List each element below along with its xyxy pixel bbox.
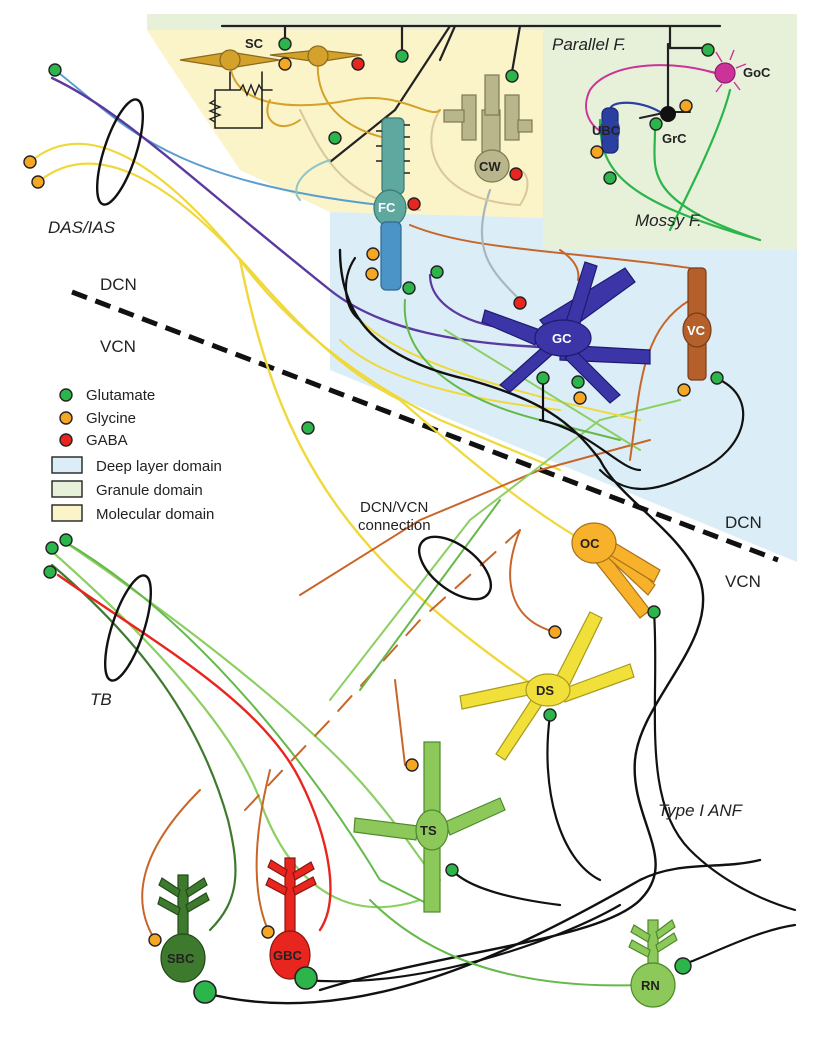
rn-label: RN (641, 978, 660, 993)
rn-cell: RN (628, 919, 678, 1008)
legend-glycine-label: Glycine (86, 410, 136, 427)
parallel-fiber-label: Parallel F. (552, 35, 626, 54)
ts-cell: TS (353, 741, 506, 913)
ubc-label: UBC (592, 123, 621, 138)
sbc-cell: SBC (157, 874, 210, 983)
gbc-cell: GBC (265, 857, 317, 980)
granule-domain-region (147, 14, 797, 250)
legend-deep-layer-swatch (51, 456, 83, 474)
legend-granule-label: Granule domain (96, 482, 203, 499)
tb-label: TB (90, 690, 112, 709)
vcn-label-upper: VCN (100, 337, 136, 356)
dcn-vcn-connection-label-line2: connection (358, 517, 431, 534)
synapse-dots (23, 37, 724, 1004)
domain-backgrounds (147, 14, 797, 562)
oc-label: OC (580, 536, 600, 551)
type1-anf-label: Type I ANF (658, 801, 744, 820)
ds-cell: DS (459, 611, 635, 761)
ubc-cell: UBC (592, 107, 621, 154)
grc-cell: GrC (660, 106, 687, 146)
legend-molecular-swatch (51, 504, 83, 522)
vc-cell: VC (682, 267, 712, 381)
legend-glycine-marker (59, 411, 73, 425)
grc-label: GrC (662, 131, 687, 146)
gc-cell: GC (481, 261, 651, 404)
vc-label: VC (687, 323, 706, 338)
legend: Glutamate Glycine GABA Deep layer domain… (51, 387, 222, 523)
dcn-vcn-connection-ellipse (418, 535, 492, 601)
gbc-label: GBC (273, 948, 303, 963)
legend-glutamate-marker (59, 388, 73, 402)
sbc-label: SBC (167, 951, 195, 966)
legend-gaba-label: GABA (86, 432, 128, 449)
ts-label: TS (420, 823, 437, 838)
legend-deep-layer-label: Deep layer domain (96, 458, 222, 475)
deep-layer-domain-region (330, 212, 797, 562)
ds-label: DS (536, 683, 554, 698)
dcn-label-upper: DCN (100, 275, 137, 294)
tb-bundle-ellipse (103, 574, 153, 682)
das-ias-label: DAS/IAS (48, 218, 116, 237)
dcn-vcn-connection-label-line1: DCN/VCN (360, 499, 428, 516)
fc-cell: FC (373, 117, 410, 291)
cw-cell: CW (443, 74, 533, 183)
legend-molecular-label: Molecular domain (96, 506, 214, 523)
cw-label: CW (479, 159, 501, 174)
dcn-vcn-boundary (71, 289, 779, 563)
legend-gaba-marker (59, 433, 73, 447)
goc-cell: GoC (703, 49, 771, 93)
oc-cell: OC (571, 522, 661, 619)
das-ias-bundle-ellipse (95, 98, 145, 206)
fiber-paths (28, 26, 797, 1005)
legend-granule-swatch (51, 480, 83, 498)
molecular-domain-region (147, 30, 543, 218)
dcn-label-lower: DCN (725, 513, 762, 532)
goc-label: GoC (743, 65, 771, 80)
fc-label: FC (378, 200, 396, 215)
sc-label: SC (245, 36, 264, 51)
vcn-label-lower: VCN (725, 572, 761, 591)
gc-label: GC (552, 331, 572, 346)
sc-cell: SC (179, 36, 363, 71)
mossy-fiber-label: Mossy F. (635, 211, 702, 230)
legend-glutamate-label: Glutamate (86, 387, 155, 404)
